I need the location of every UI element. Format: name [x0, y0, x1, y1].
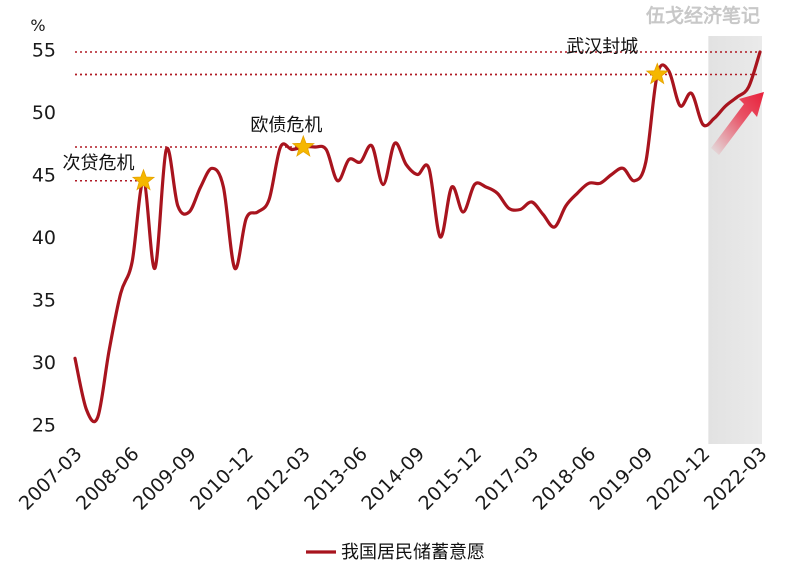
- star-icon: [131, 168, 156, 191]
- y-tick-label: 40: [32, 227, 56, 249]
- y-tick-label: 50: [32, 102, 56, 124]
- y-tick-label: 30: [32, 352, 56, 374]
- event-markers: [75, 62, 669, 191]
- trend-up-arrow-shape: [711, 92, 764, 155]
- y-tick-label: 45: [32, 165, 56, 187]
- y-tick-label: 25: [32, 415, 56, 437]
- series-line-savings-willingness: [73, 50, 762, 424]
- star-icon: [291, 134, 315, 157]
- legend-label: 我国居民储蓄意愿: [341, 542, 485, 563]
- legend: 我国居民储蓄意愿: [306, 542, 485, 563]
- event-label: 次贷危机: [63, 153, 135, 174]
- y-tick-label: 55: [32, 40, 56, 62]
- x-axis: 2007-032008-062009-092010-122012-032013-…: [15, 443, 772, 515]
- y-axis: 25 30 35 40 45 50 55: [32, 40, 56, 437]
- y-axis-unit-label: %: [30, 16, 45, 35]
- event-annotations: 次贷危机 欧债危机 武汉封城: [63, 37, 639, 174]
- trend-up-arrow-icon: [711, 92, 764, 155]
- x-tick-label: 2022-03: [700, 443, 772, 515]
- star-icon: [645, 62, 669, 85]
- event-label: 武汉封城: [566, 37, 638, 58]
- y-tick-label: 35: [32, 290, 56, 312]
- watermark: 伍戈经济笔记: [645, 4, 760, 27]
- event-label: 欧债危机: [250, 115, 322, 136]
